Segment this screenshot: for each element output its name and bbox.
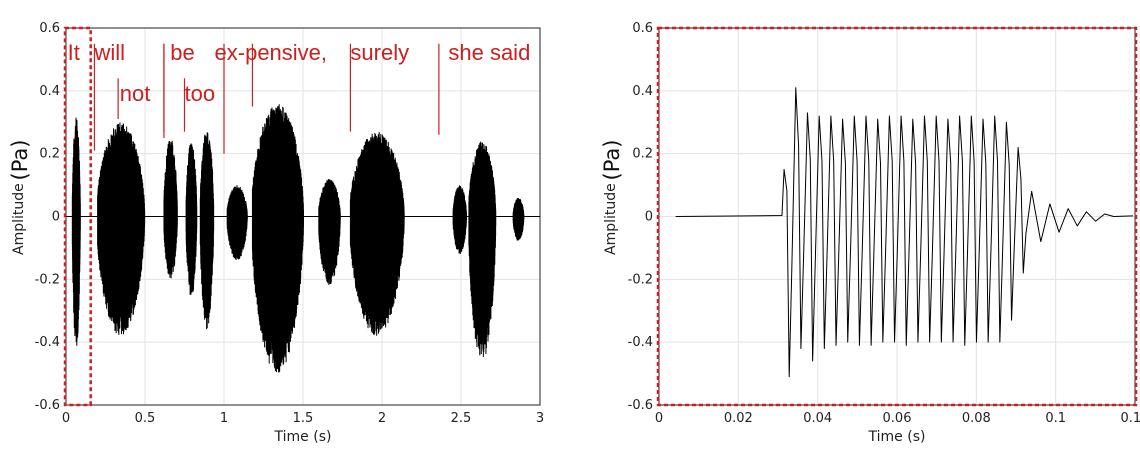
right-x-tick-label: 0.04 xyxy=(803,411,832,426)
right-y-tick-label: -0.4 xyxy=(628,335,653,350)
left-x-tick-label: 1 xyxy=(220,411,228,426)
left-wave-segment xyxy=(185,143,198,295)
right-highlight-region xyxy=(656,26,1138,407)
left-word-label: she said xyxy=(448,40,530,65)
left-x-tick-label: 1.5 xyxy=(293,411,314,426)
left-wave-segment xyxy=(512,198,525,241)
left-y-tick-labels: -0.6 -0.4 -0.2 0 0.2 0.4 0.6 xyxy=(35,21,60,413)
left-word-label: be xyxy=(170,40,194,65)
left-word-label: It xyxy=(68,40,80,65)
left-y-tick-label: -0.4 xyxy=(35,335,60,350)
left-wave-segment xyxy=(199,132,215,330)
left-y-tick-label: 0.2 xyxy=(39,147,60,162)
left-word-label: ex-pensive, xyxy=(215,40,328,65)
right-y-tick-labels: -0.6 -0.4 -0.2 0 0.2 0.4 0.6 xyxy=(628,21,653,413)
left-wave-segment xyxy=(97,122,146,335)
left-word-label: will xyxy=(93,40,125,65)
right-y-tick-label: 0.2 xyxy=(632,147,653,162)
left-y-tick-label: 0.4 xyxy=(39,84,60,99)
right-y-axis-unit: (Pa) xyxy=(600,140,624,181)
left-y-tick-label: 0 xyxy=(52,210,60,225)
left-wave-segment xyxy=(452,185,467,254)
left-y-tick-label: -0.6 xyxy=(35,398,60,413)
left-word-label: too xyxy=(185,81,216,106)
left-y-tick-label: -0.2 xyxy=(35,272,60,287)
left-x-tick-label: 0 xyxy=(62,411,70,426)
right-waveform-line xyxy=(675,87,1134,378)
left-highlight-region xyxy=(63,26,92,407)
right-x-tick-label: 0.02 xyxy=(724,411,753,426)
right-y-tick-label: -0.2 xyxy=(628,272,653,287)
right-y-axis-label: Amplitude xyxy=(603,183,619,255)
left-wave-segment xyxy=(163,140,178,279)
left-wave-segment xyxy=(226,185,248,260)
right-x-tick-label: 0.1 xyxy=(1045,411,1066,426)
right-y-tick-label: 0.6 xyxy=(632,21,653,36)
right-y-tick-label: 0 xyxy=(645,210,653,225)
right-x-tick-label: 0.12 xyxy=(1121,411,1140,426)
left-y-axis-unit: (Pa) xyxy=(8,140,32,181)
right-chart: 0 0.02 0.04 0.06 0.08 0.1 0.12 -0.6 -0.4 -0.2 0 0.… xyxy=(600,21,1140,445)
right-x-tick-label: 0 xyxy=(655,411,663,426)
left-word-label: surely xyxy=(350,40,409,65)
left-wave-segment xyxy=(71,117,81,346)
left-x-axis-label: Time (s) xyxy=(274,429,332,445)
right-x-axis-label: Time (s) xyxy=(868,429,926,445)
right-x-tick-label: 0.08 xyxy=(962,411,991,426)
left-x-tick-label: 3 xyxy=(536,411,544,426)
left-wave-segment xyxy=(468,141,497,357)
left-word-label: not xyxy=(120,81,151,106)
left-y-tick-label: 0.6 xyxy=(39,21,60,36)
right-y-tick-label: 0.4 xyxy=(632,84,653,99)
left-x-tick-label: 2.5 xyxy=(451,411,472,426)
right-x-tick-labels: 0 0.02 0.04 0.06 0.08 0.1 0.12 xyxy=(655,411,1140,426)
right-x-tick-label: 0.06 xyxy=(883,411,912,426)
left-wave-segment xyxy=(349,132,405,336)
right-y-tick-label: -0.6 xyxy=(628,398,653,413)
left-wave-segment xyxy=(318,179,341,285)
right-waveform xyxy=(675,87,1134,378)
left-x-tick-label: 2 xyxy=(378,411,386,426)
left-x-tick-labels: 0 0.5 1 1.5 2 2.5 3 xyxy=(62,411,544,426)
left-wave-segment xyxy=(251,104,304,373)
left-x-tick-label: 0.5 xyxy=(135,411,156,426)
left-y-axis-label: Amplitude xyxy=(11,183,27,255)
left-chart: 0 0.5 1 1.5 2 2.5 3 -0.6 -0.4 -0.2 0 0.2 0.4 0.6 Tim… xyxy=(8,21,544,445)
left-waveform xyxy=(66,104,540,373)
